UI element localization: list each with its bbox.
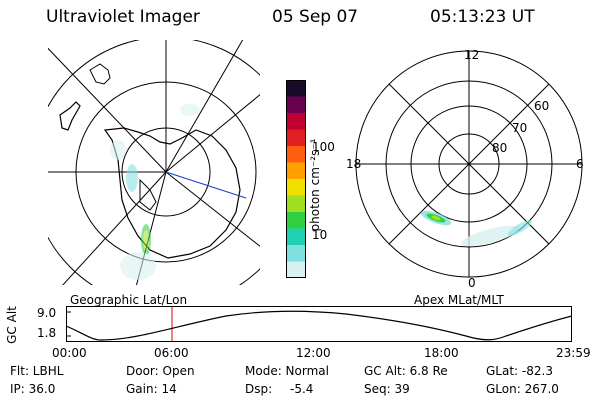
- status-dsp-value: -5.4: [290, 382, 314, 396]
- status-gc-alt: GC Alt: 6.8 Re: [364, 364, 448, 378]
- orbit-y-tick-1-8: 1.8: [37, 326, 57, 340]
- orbit-x-tick-0000: 00:00: [52, 346, 87, 360]
- orbit-x-tick-1800: 18:00: [424, 346, 459, 360]
- magnetic-polar-map: 12 18 6 0 60 70 80: [346, 48, 584, 290]
- colorbar-segment: [286, 146, 306, 163]
- mlt-label-6: 6: [576, 157, 584, 171]
- colorbar-segment: [286, 113, 306, 130]
- colorbar-segment: [286, 195, 306, 213]
- colorbar-segment: [286, 261, 306, 279]
- status-ip: IP: 36.0: [10, 382, 56, 396]
- colorbar-unit-label: photon cm⁻²s⁻¹: [308, 138, 322, 232]
- colorbar-segment: [286, 80, 306, 97]
- mlat-label-80: 80: [492, 141, 507, 155]
- mlt-label-18: 18: [346, 157, 361, 171]
- colorbar-segment: [286, 96, 306, 114]
- colorbar-segment: [286, 228, 306, 246]
- orbit-y-axis-title: GC Alt: [5, 306, 19, 344]
- status-glat: GLat: -82.3: [486, 364, 553, 378]
- colorbar-segment: [286, 129, 306, 147]
- colorbar-tick-100: 100: [312, 140, 335, 154]
- colorbar-segment: [286, 212, 306, 229]
- orbit-x-tick-2359: 23:59: [556, 346, 591, 360]
- mlat-label-70: 70: [512, 121, 527, 135]
- status-gain: Gain: 14: [126, 382, 177, 396]
- orbit-x-tick-0600: 06:00: [154, 346, 189, 360]
- colorbar-segment: [286, 245, 306, 262]
- instrument-title: Ultraviolet Imager: [46, 7, 200, 27]
- status-dsp-label: Dsp:: [245, 382, 273, 396]
- colorbar: [286, 80, 306, 279]
- date-label: 05 Sep 07: [272, 7, 359, 27]
- status-filter: Flt: LBHL: [10, 364, 64, 378]
- orbit-y-tick-9: 9.0: [37, 306, 57, 320]
- geographic-map: [48, 40, 260, 285]
- orbit-x-tick-1200: 12:00: [296, 346, 331, 360]
- mlat-label-60: 60: [534, 99, 549, 113]
- colorbar-tick-10: 10: [312, 228, 328, 242]
- orbit-altitude-plot: [66, 306, 572, 342]
- right-map-label: Apex MLat/MLT: [414, 293, 504, 307]
- status-glon: GLon: 267.0: [486, 382, 559, 396]
- status-seq: Seq: 39: [364, 382, 410, 396]
- colorbar-segment: [286, 162, 306, 180]
- colorbar-segment: [286, 179, 306, 196]
- status-mode: Mode: Normal: [245, 364, 329, 378]
- time-label: 05:13:23 UT: [430, 7, 535, 27]
- left-map-label: Geographic Lat/Lon: [70, 293, 188, 307]
- mlt-label-0: 0: [468, 276, 476, 290]
- status-door: Door: Open: [126, 364, 195, 378]
- mlt-label-12: 12: [464, 48, 479, 62]
